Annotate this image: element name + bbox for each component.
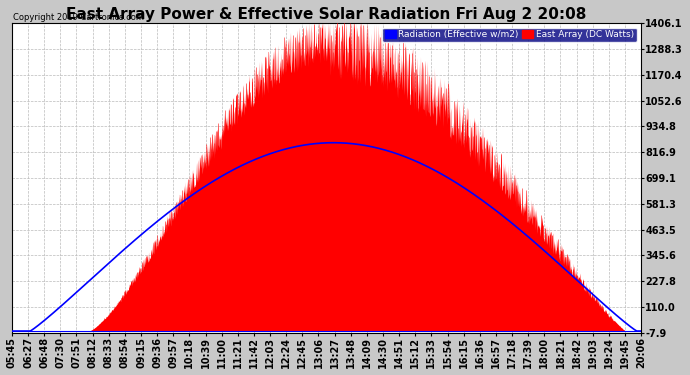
Title: East Array Power & Effective Solar Radiation Fri Aug 2 20:08: East Array Power & Effective Solar Radia… xyxy=(66,7,586,22)
Legend: Radiation (Effective w/m2), East Array (DC Watts): Radiation (Effective w/m2), East Array (… xyxy=(382,28,637,42)
Text: Copyright 2019 Cartronics.com: Copyright 2019 Cartronics.com xyxy=(12,13,144,22)
